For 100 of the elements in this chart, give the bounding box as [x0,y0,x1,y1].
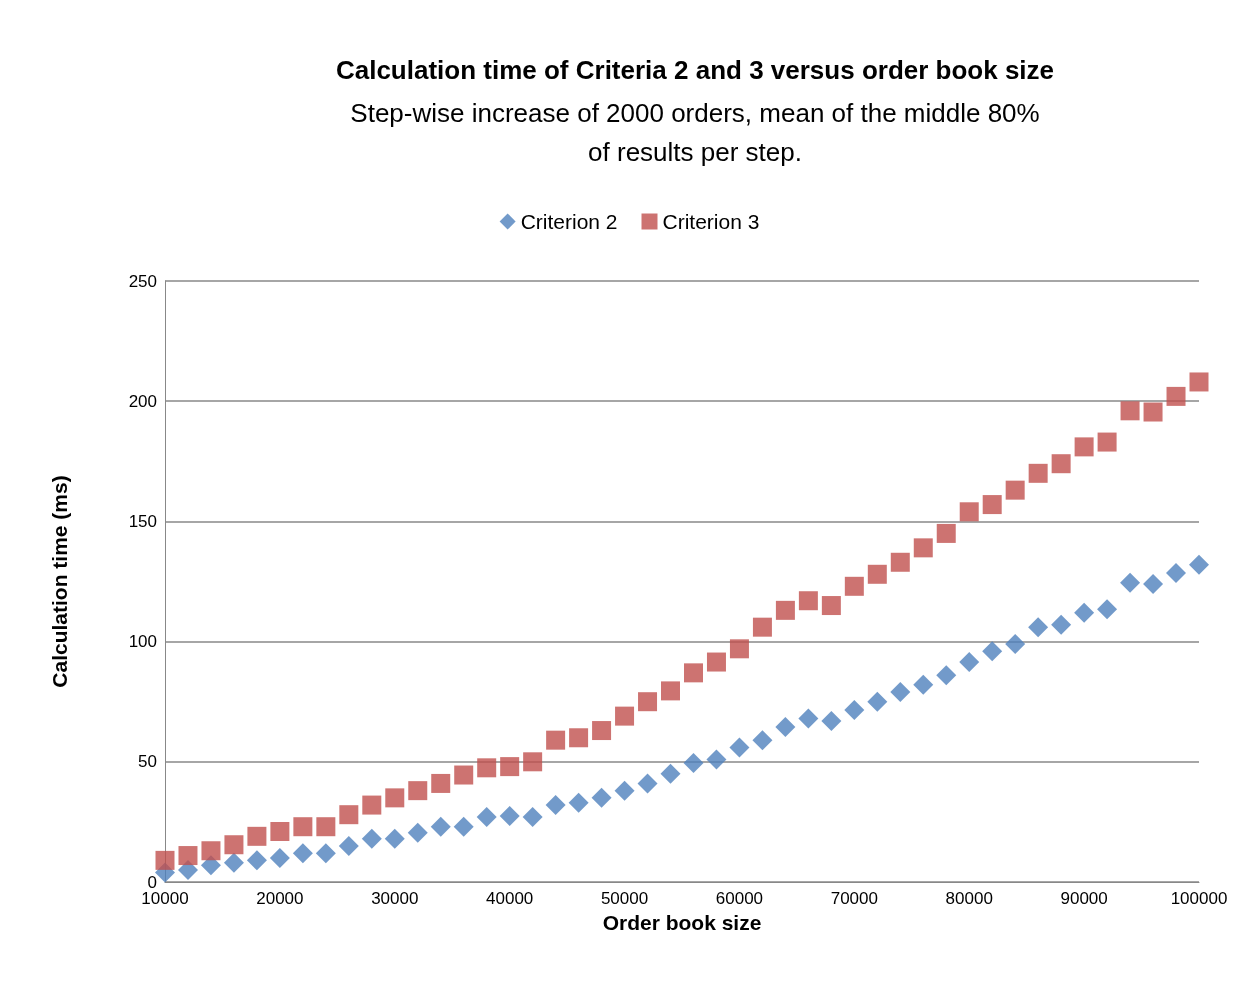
point [1120,401,1140,421]
point [454,765,474,785]
point [1143,573,1164,594]
point [223,852,244,873]
point [982,495,1002,515]
point [1028,463,1048,483]
point [1097,599,1118,620]
point [385,788,405,808]
point [1028,617,1049,638]
point [844,576,864,596]
point [270,822,290,842]
point [1074,602,1095,623]
point [592,721,612,741]
point [683,753,704,773]
point [523,752,543,772]
point [614,780,635,801]
point [798,591,818,611]
point [1143,402,1163,422]
y-axis-title: Calculation time (ms) [48,475,71,688]
point [499,805,520,826]
y-tick-label: 200 [128,391,157,411]
point [224,835,244,855]
point [1097,432,1117,452]
x-tick-label: 50000 [600,889,649,908]
point [936,523,956,543]
point [867,564,887,584]
point [821,596,841,616]
point [913,674,934,695]
point [178,846,198,866]
point [1051,454,1071,474]
point [890,552,910,572]
point [155,850,175,870]
point [1051,614,1072,635]
point [798,708,819,729]
x-tick-label: 80000 [945,889,993,908]
point [269,847,290,868]
point [775,716,796,737]
point [500,757,520,777]
point [959,502,979,522]
point [545,795,566,816]
point [637,773,658,794]
point [407,822,428,843]
x-tick-label: 70000 [830,889,878,908]
x-tick-label: 60000 [715,889,764,908]
point [1189,372,1209,392]
point [1189,554,1209,575]
point [959,652,980,673]
y-tick-label: 150 [128,511,157,531]
point [315,843,336,864]
point [316,817,336,837]
point [683,663,703,683]
x-tick-label: 20000 [256,889,304,908]
point [247,826,267,846]
point [821,710,842,731]
point [615,706,635,726]
chart-title: Calculation time of Criteria 2 and 3 versus order book size [335,55,1055,85]
y-tick-label: 0 [147,872,157,892]
point [775,600,795,620]
x-tick-label: 10000 [141,889,189,908]
point [1005,480,1025,500]
point [292,843,313,864]
y-tick-label: 50 [138,752,157,772]
point [661,681,681,701]
point [384,828,405,849]
point [408,781,428,801]
point [729,639,749,659]
point [201,841,221,861]
point [546,730,566,750]
point [430,816,451,837]
point [1005,634,1026,654]
y-tick-label: 100 [128,632,157,652]
point [706,749,727,770]
point [361,828,382,849]
x-tick-label: 30000 [371,889,419,908]
point [339,805,359,825]
point [476,807,497,828]
point [844,700,865,721]
chart-subtitle: Step-wise increase of 2000 orders, mean of the middle 80% of results per step. [350,97,1040,167]
point [568,792,589,813]
legend-label: Criterion 3 [662,210,760,233]
point [913,538,933,558]
point [706,652,726,672]
point [936,665,957,686]
point [1074,437,1094,457]
point [729,737,750,758]
y-tick-label: 250 [128,271,157,291]
x-axis-title: Order book size [602,910,762,934]
point [362,795,382,815]
point [338,835,359,856]
point [867,691,888,712]
legend-label: Criterion 2 [520,210,618,233]
point [477,758,497,778]
point [638,692,658,712]
point [453,816,474,837]
point [752,730,773,751]
point [1166,563,1187,584]
point [591,787,612,808]
point [293,817,313,837]
x-tick-label: 100000 [1170,889,1228,908]
point [569,728,589,748]
